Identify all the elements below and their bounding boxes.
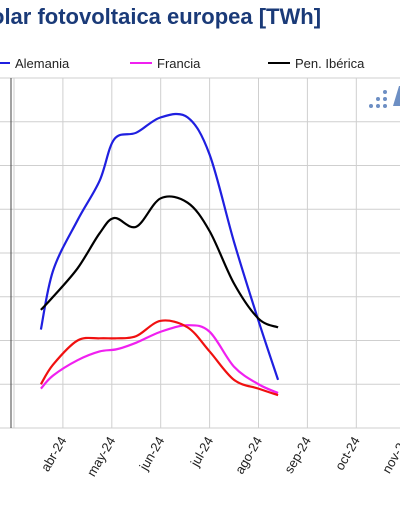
brand-logo [369, 86, 400, 108]
logo-dot [383, 104, 387, 108]
legend-label: Pen. Ibérica [295, 56, 365, 71]
x-tick-label: nov-24 [379, 434, 400, 476]
logo-dot [376, 104, 380, 108]
logo-dot [383, 97, 387, 101]
legend: Alemania Francia Pen. Ibérica [0, 56, 365, 71]
chart-title: olar fotovoltaica europea [TWh] [0, 4, 322, 29]
x-tick-label: may-24 [84, 434, 119, 479]
series-line-alemania [39, 112, 280, 381]
x-tick-label: oct-24 [332, 434, 363, 473]
series-line-pen-ib-rica [40, 195, 279, 329]
x-tick-label: ago-24 [232, 434, 265, 477]
x-tick-label: sep-24 [281, 434, 314, 476]
logo-dot [383, 90, 387, 94]
logo-dot [376, 97, 380, 101]
series-lines [39, 112, 280, 397]
logo-dot [369, 104, 373, 108]
x-tick-label: jul-24 [187, 434, 216, 470]
series-line-francia [40, 324, 279, 395]
logo-letter [393, 86, 400, 106]
x-tick-labels: abr-24 may-24 jun-24 jul-24 ago-24 sep-24 oct-… [38, 434, 400, 479]
series-line-unnamed [39, 319, 279, 397]
legend-label: Alemania [15, 56, 70, 71]
x-tick-label: abr-24 [38, 434, 70, 474]
x-tick-label: jun-24 [136, 434, 168, 474]
legend-label: Francia [157, 56, 201, 71]
